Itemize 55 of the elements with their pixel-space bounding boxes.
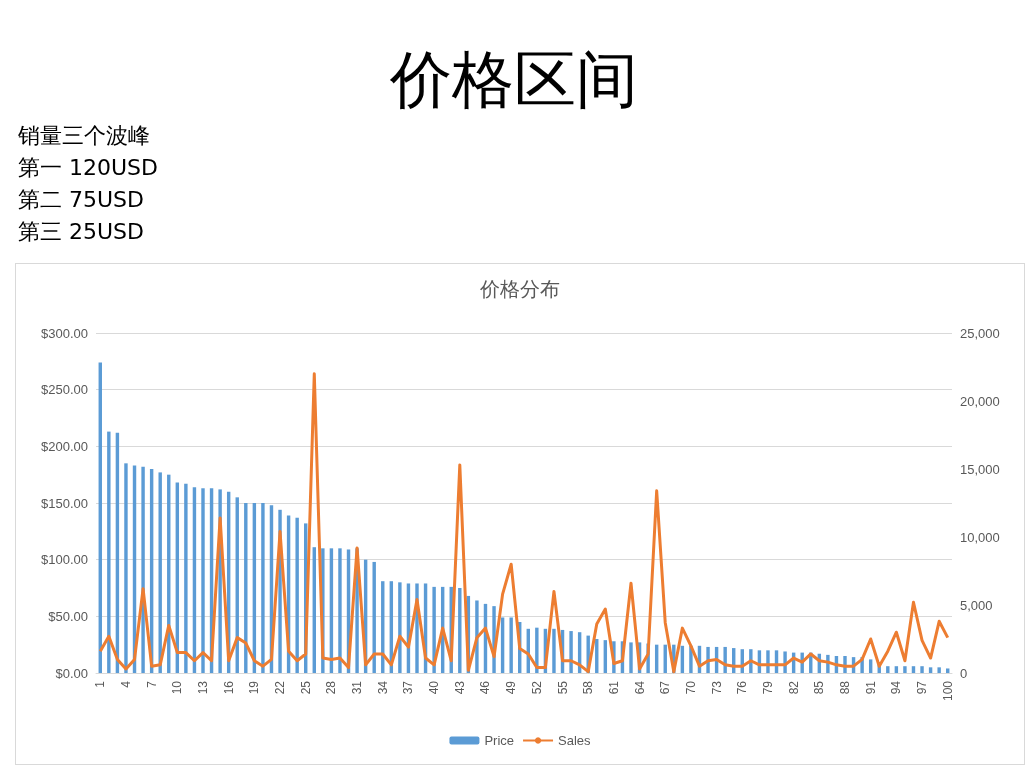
- x-tick-label: 1: [93, 680, 108, 688]
- x-tick-label: 40: [427, 680, 442, 695]
- x-tick-label: 61: [606, 680, 621, 695]
- x-tick-label: 67: [658, 680, 673, 695]
- y2-tick-label: 20,000: [960, 393, 1000, 409]
- y-tick-label: $150.00: [41, 495, 88, 511]
- x-tick-label: 91: [863, 680, 878, 695]
- text: 销量三个波峰: [18, 122, 151, 150]
- x-tick-label: 7: [144, 680, 159, 688]
- y-tick-label: $250.00: [41, 382, 88, 398]
- y-tick-label: $300.00: [41, 325, 88, 341]
- x-tick-label: 46: [478, 680, 493, 695]
- x-tick-label: 4: [118, 680, 133, 688]
- y2-tick-label: 0: [960, 665, 968, 681]
- x-tick-label: 52: [529, 680, 544, 695]
- y-tick-label: $0.00: [55, 665, 88, 681]
- y-tick-label: $200.00: [41, 438, 88, 454]
- legend-label: Sales: [558, 733, 592, 748]
- x-tick-label: 100: [940, 680, 955, 702]
- x-tick-label: 25: [298, 680, 313, 695]
- y2-tick-label: 10,000: [960, 529, 1000, 545]
- x-tick-label: 31: [350, 680, 365, 695]
- x-tick-label: 34: [375, 680, 390, 695]
- x-tick-label: 16: [221, 680, 236, 695]
- x-tick-label: 82: [786, 680, 801, 695]
- y2-tick-label: 25,000: [960, 325, 1000, 341]
- x-tick-label: 55: [555, 680, 570, 695]
- x-tick-label: 64: [632, 680, 647, 695]
- x-tick-label: 22: [273, 680, 288, 695]
- x-tick-label: 85: [812, 680, 827, 695]
- x-tick-label: 76: [735, 680, 750, 695]
- chart-title: 价格区间: [389, 42, 639, 118]
- x-tick-label: 10: [170, 680, 185, 695]
- x-tick-label: 73: [709, 680, 724, 695]
- x-tick-label: 37: [401, 680, 416, 695]
- x-tick-label: 13: [196, 680, 210, 695]
- y-tick-label: $100.00: [41, 552, 88, 568]
- y2-tick-label: 5,000: [960, 597, 993, 613]
- text: 第二 75USD: [18, 186, 145, 214]
- text: 第三 25USD: [18, 218, 145, 246]
- x-tick-label: 70: [683, 680, 698, 695]
- x-tick-label: 79: [760, 680, 775, 695]
- y2-tick-label: 15,000: [960, 461, 1000, 477]
- y-tick-label: $50.00: [48, 608, 88, 624]
- x-tick-label: 58: [581, 680, 596, 695]
- chart-subtitle: 价格分布: [479, 277, 560, 301]
- x-tick-label: 94: [889, 680, 904, 695]
- x-tick-label: 19: [247, 680, 262, 695]
- x-tick-label: 97: [915, 680, 930, 695]
- x-tick-label: 49: [504, 680, 519, 695]
- x-tick-label: 28: [324, 680, 339, 695]
- x-tick-label: 88: [838, 680, 852, 695]
- x-tick-label: 43: [452, 680, 467, 695]
- text: 第一 120USD: [18, 154, 158, 182]
- legend-label: Price: [484, 733, 515, 748]
